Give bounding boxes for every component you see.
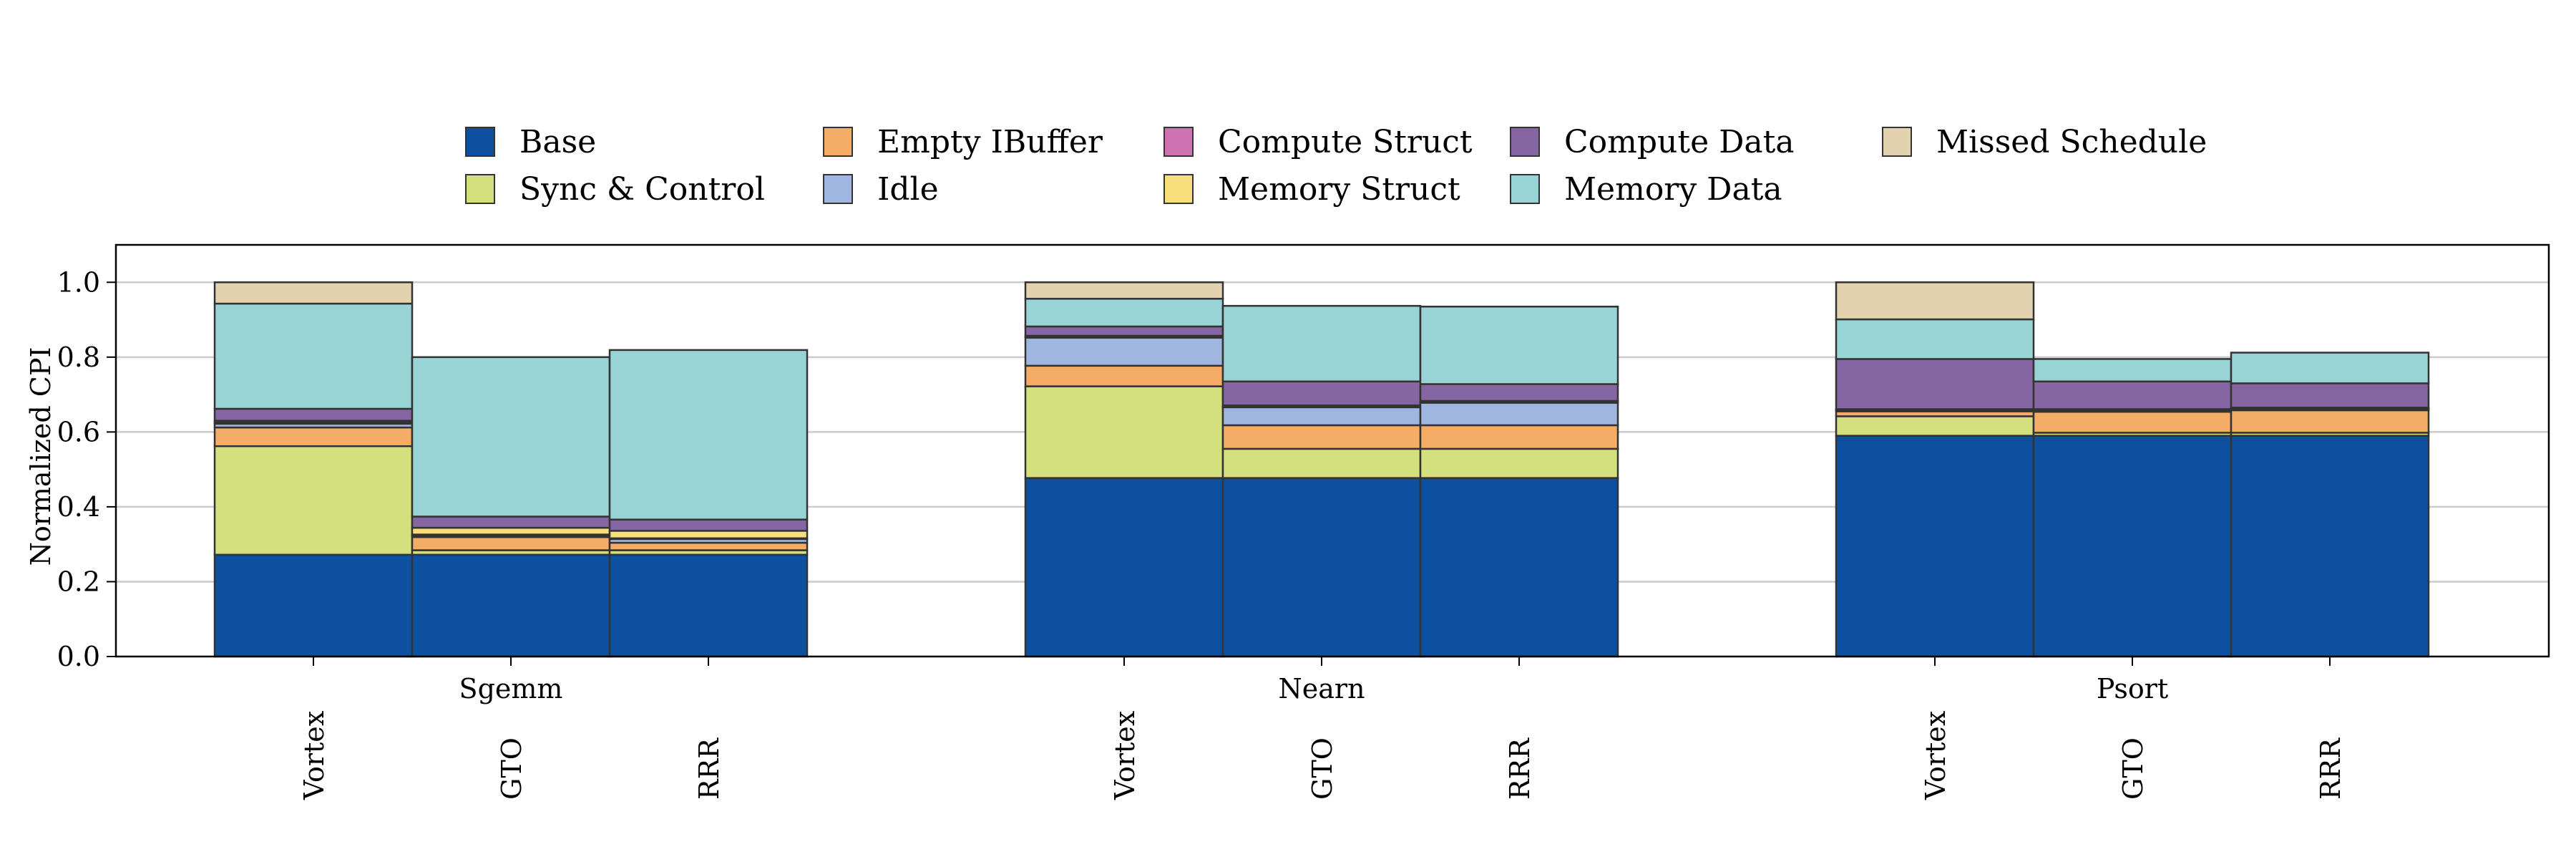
legend: Base Sync & Control Empty IBuffer Idle Compu… bbox=[465, 120, 2254, 213]
legend-item-memory-struct: Memory Struct bbox=[1163, 168, 1460, 210]
x-tick-label: RRR bbox=[2315, 737, 2346, 800]
legend-swatch bbox=[823, 127, 853, 157]
bar-segment-sgemm-vortex-base bbox=[213, 553, 414, 658]
bar-segment-psort-rrr-compute-data bbox=[2230, 382, 2430, 409]
bar-segment-nearn-vortex-memory-data bbox=[1024, 298, 1224, 328]
bar-segment-nearn-rrr-sync-control bbox=[1419, 447, 1619, 479]
bar-segment-psort-gto-base bbox=[2032, 435, 2233, 658]
bar-segment-sgemm-gto-base bbox=[411, 553, 611, 658]
bar-segment-sgemm-gto-memory-struct bbox=[411, 526, 611, 536]
bar-segment-nearn-gto-sync-control bbox=[1221, 447, 1422, 479]
bar-segment-sgemm-rrr-memory-data bbox=[608, 349, 809, 520]
bar-segment-psort-vortex-missed-schedule bbox=[1835, 281, 2035, 321]
legend-item-sync-control: Sync & Control bbox=[465, 168, 765, 210]
y-axis-label: Normalized CPI bbox=[25, 347, 57, 566]
bar-segment-sgemm-vortex-memory-data bbox=[213, 302, 414, 410]
bar-segment-nearn-gto-memory-data bbox=[1221, 304, 1422, 383]
group-label: Psort bbox=[2097, 673, 2168, 704]
group-label: Sgemm bbox=[459, 673, 563, 704]
bar-segment-psort-vortex-compute-data bbox=[1835, 358, 2035, 410]
x-tick-label: Vortex bbox=[1920, 711, 1951, 800]
legend-item-compute-data: Compute Data bbox=[1510, 120, 1795, 163]
legend-label: Compute Struct bbox=[1218, 123, 1473, 160]
legend-label: Sync & Control bbox=[519, 170, 765, 208]
x-tick-label: GTO bbox=[1307, 737, 1338, 800]
legend-label: Missed Schedule bbox=[1936, 123, 2207, 160]
bar-segment-sgemm-gto-empty-ibuffer bbox=[411, 536, 611, 551]
bar-segment-psort-rrr-base bbox=[2230, 435, 2430, 658]
y-tick-label: 1.0 bbox=[57, 266, 100, 298]
bar-segment-sgemm-vortex-empty-ibuffer bbox=[213, 426, 414, 447]
bar-segment-psort-rrr-empty-ibuffer bbox=[2230, 409, 2430, 434]
bar-segment-nearn-vortex-empty-ibuffer bbox=[1024, 364, 1224, 387]
legend-swatch bbox=[465, 174, 495, 204]
bar-segment-nearn-vortex-sync-control bbox=[1024, 385, 1224, 479]
bar-segment-sgemm-gto-memory-data bbox=[411, 356, 611, 518]
bar-segment-nearn-vortex-base bbox=[1024, 477, 1224, 658]
legend-label: Compute Data bbox=[1564, 123, 1795, 160]
bar-segment-psort-gto-empty-ibuffer bbox=[2032, 410, 2233, 434]
legend-item-empty-ibuffer: Empty IBuffer bbox=[823, 120, 1103, 163]
axes-frame bbox=[114, 243, 2550, 658]
bar-segment-psort-vortex-base bbox=[1835, 435, 2035, 658]
group-label: Nearn bbox=[1278, 673, 1365, 704]
legend-item-idle: Idle bbox=[823, 168, 939, 210]
x-tick-label: Vortex bbox=[298, 711, 330, 800]
bar-segment-sgemm-vortex-sync-control bbox=[213, 445, 414, 556]
bar-segment-psort-vortex-memory-data bbox=[1835, 318, 2035, 360]
bar-segment-sgemm-gto-compute-data bbox=[411, 515, 611, 529]
bar-segment-nearn-vortex-compute-data bbox=[1024, 325, 1224, 337]
legend-item-base: Base bbox=[465, 120, 596, 163]
legend-swatch bbox=[1163, 127, 1194, 157]
bar-segment-nearn-rrr-compute-data bbox=[1419, 383, 1619, 402]
x-tick-label: RRR bbox=[693, 737, 725, 800]
bar-segment-psort-vortex-sync-control bbox=[1835, 415, 2035, 437]
legend-label: Empty IBuffer bbox=[877, 123, 1103, 160]
bar-segment-sgemm-vortex-compute-data bbox=[213, 407, 414, 422]
legend-label: Memory Struct bbox=[1218, 170, 1460, 208]
legend-swatch bbox=[1510, 174, 1540, 204]
bar-segment-nearn-gto-compute-data bbox=[1221, 380, 1422, 407]
bar-segment-nearn-rrr-idle bbox=[1419, 402, 1619, 427]
legend-label: Base bbox=[519, 123, 597, 160]
y-tick-label: 0.0 bbox=[57, 641, 100, 672]
legend-swatch bbox=[1163, 174, 1194, 204]
bar-segment-sgemm-rrr-base bbox=[608, 553, 809, 658]
bar-segment-psort-rrr-memory-data bbox=[2230, 352, 2430, 384]
bar-segment-nearn-vortex-idle bbox=[1024, 336, 1224, 367]
bar-segment-sgemm-rrr-compute-data bbox=[608, 518, 809, 532]
y-tick-label: 0.2 bbox=[57, 566, 100, 597]
legend-label: Memory Data bbox=[1564, 170, 1782, 208]
legend-item-compute-struct: Compute Struct bbox=[1163, 120, 1473, 163]
bar-segment-nearn-rrr-memory-data bbox=[1419, 306, 1619, 385]
x-tick-label: GTO bbox=[2117, 737, 2149, 800]
bar-segment-nearn-vortex-missed-schedule bbox=[1024, 281, 1224, 300]
legend-swatch bbox=[1882, 127, 1912, 157]
bar-segment-psort-gto-compute-data bbox=[2032, 380, 2233, 410]
x-tick-label: GTO bbox=[496, 737, 527, 800]
bar-segment-psort-gto-memory-data bbox=[2032, 358, 2233, 383]
y-tick-label: 0.8 bbox=[57, 342, 100, 373]
bar-segment-sgemm-rrr-memory-struct bbox=[608, 530, 809, 540]
bar-segment-sgemm-vortex-missed-schedule bbox=[213, 281, 414, 305]
bar-segment-sgemm-rrr-empty-ibuffer bbox=[608, 541, 809, 551]
bar-segment-nearn-rrr-empty-ibuffer bbox=[1419, 424, 1619, 450]
legend-item-missed-schedule: Missed Schedule bbox=[1882, 120, 2207, 163]
bar-segment-nearn-gto-empty-ibuffer bbox=[1221, 424, 1422, 450]
bar-segment-nearn-gto-idle bbox=[1221, 406, 1422, 427]
y-tick-label: 0.6 bbox=[57, 416, 100, 447]
legend-swatch bbox=[1510, 127, 1540, 157]
legend-swatch bbox=[823, 174, 853, 204]
legend-swatch bbox=[465, 127, 495, 157]
legend-label: Idle bbox=[877, 170, 939, 208]
bar-segment-nearn-rrr-base bbox=[1419, 477, 1619, 658]
bar-segment-nearn-gto-base bbox=[1221, 477, 1422, 658]
x-tick-label: RRR bbox=[1504, 737, 1536, 800]
x-tick-label: Vortex bbox=[1109, 711, 1141, 800]
legend-item-memory-data: Memory Data bbox=[1510, 168, 1782, 210]
y-tick-label: 0.4 bbox=[57, 491, 100, 523]
